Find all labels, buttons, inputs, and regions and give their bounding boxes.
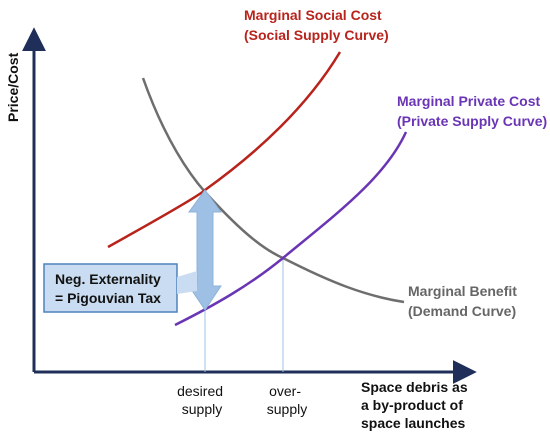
benefit-label-line-1: Marginal Benefit <box>408 283 517 299</box>
externality-box-pointer <box>177 271 197 294</box>
private-cost-label-line-2: (Private Supply Curve) <box>397 113 547 129</box>
desired-supply-line-2: supply <box>182 401 222 417</box>
externality-line-2: = Pigouvian Tax <box>55 290 161 306</box>
social-cost-label: Marginal Social Cost (Social Supply Curv… <box>244 7 389 43</box>
externality-box-text: Neg. Externality = Pigouvian Tax <box>55 271 165 306</box>
social-cost-label-line-2: (Social Supply Curve) <box>244 27 389 43</box>
x-axis-label-line-2: a by-product of <box>361 397 463 413</box>
marginal-benefit-curve <box>141 77 405 304</box>
y-axis-label: Price/Cost <box>5 52 21 122</box>
over-supply-line-1: over- <box>269 383 301 399</box>
externality-arrow <box>188 189 222 311</box>
marginal-social-cost-curve <box>107 51 342 249</box>
desired-supply-label: desired supply <box>177 383 227 417</box>
externality-line-1: Neg. Externality <box>55 271 161 287</box>
private-cost-label: Marginal Private Cost (Private Supply Cu… <box>397 93 547 129</box>
externality-box <box>43 263 178 313</box>
over-supply-line-2: supply <box>267 401 307 417</box>
benefit-label-line-2: (Demand Curve) <box>408 303 516 319</box>
social-cost-label-line-1: Marginal Social Cost <box>244 7 382 23</box>
x-axis-label-line-1: Space debris as <box>361 379 468 395</box>
private-cost-label-line-1: Marginal Private Cost <box>397 93 540 109</box>
marginal-private-cost-curve <box>174 131 408 327</box>
over-supply-label: over- supply <box>267 383 307 417</box>
x-axis-label: Space debris as a by-product of space la… <box>361 379 472 431</box>
desired-supply-line-1: desired <box>177 383 223 399</box>
benefit-label: Marginal Benefit (Demand Curve) <box>408 283 521 319</box>
x-axis-label-line-3: space launches <box>361 415 465 431</box>
